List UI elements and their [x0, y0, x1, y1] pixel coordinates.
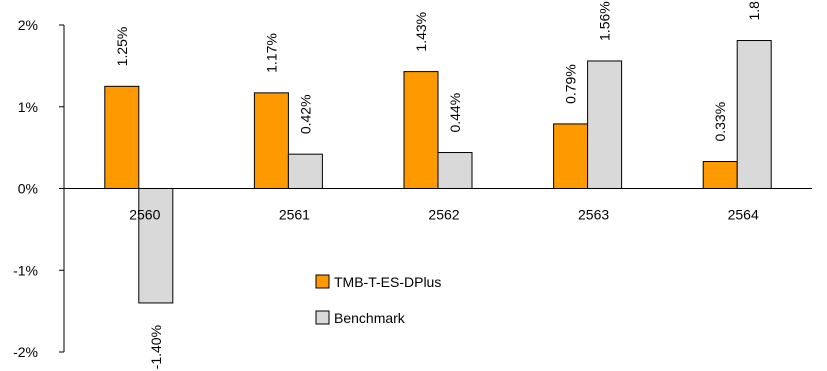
- bars: [104, 40, 772, 304]
- bar-benchmark: [287, 153, 323, 189]
- data-label: 0.42%: [297, 94, 313, 134]
- data-label: 1.43%: [413, 12, 429, 52]
- y-tick-label: -2%: [13, 344, 38, 360]
- x-tick-label: 2560: [129, 207, 160, 223]
- data-label: 1.56%: [597, 1, 613, 41]
- data-label: 0.44%: [447, 93, 463, 133]
- data-label: 1.25%: [114, 27, 130, 67]
- bar-benchmark: [587, 60, 623, 189]
- y-tick-label: 0%: [18, 181, 38, 197]
- x-tick-label: 2564: [728, 207, 759, 223]
- bar-benchmark: [437, 152, 473, 189]
- legend-swatch: [315, 274, 330, 289]
- legend-label: TMB-T-ES-DPlus: [334, 274, 441, 290]
- bar-fund: [403, 71, 439, 189]
- legend-label: Benchmark: [334, 310, 406, 326]
- x-tick-label: 2563: [578, 207, 609, 223]
- bar-fund: [104, 85, 140, 189]
- legend-swatch: [315, 310, 330, 325]
- x-tick-label: 2561: [279, 207, 310, 223]
- bar-fund: [702, 161, 738, 190]
- data-labels: 1.25% -1.40% 2560 1.17% 0.42% 2561 1.43% 0.44% 2…: [114, 0, 762, 369]
- data-label: 0.33%: [712, 102, 728, 142]
- legend: TMB-T-ES-DPlus Benchmark: [315, 274, 441, 326]
- y-tick-label: -1%: [13, 262, 38, 278]
- x-tick-label: 2562: [428, 207, 459, 223]
- bar-fund: [553, 123, 589, 189]
- y-tick-label: 2%: [18, 17, 38, 33]
- data-label: 1.17%: [263, 33, 279, 73]
- y-tick-label: 1%: [18, 99, 38, 115]
- data-label: 1.81%: [746, 0, 762, 21]
- bar-benchmark: [736, 40, 772, 189]
- data-label: 0.79%: [563, 64, 579, 104]
- data-label: -1.40%: [148, 325, 164, 369]
- bar-fund: [253, 92, 289, 189]
- bar-benchmark: [138, 188, 174, 304]
